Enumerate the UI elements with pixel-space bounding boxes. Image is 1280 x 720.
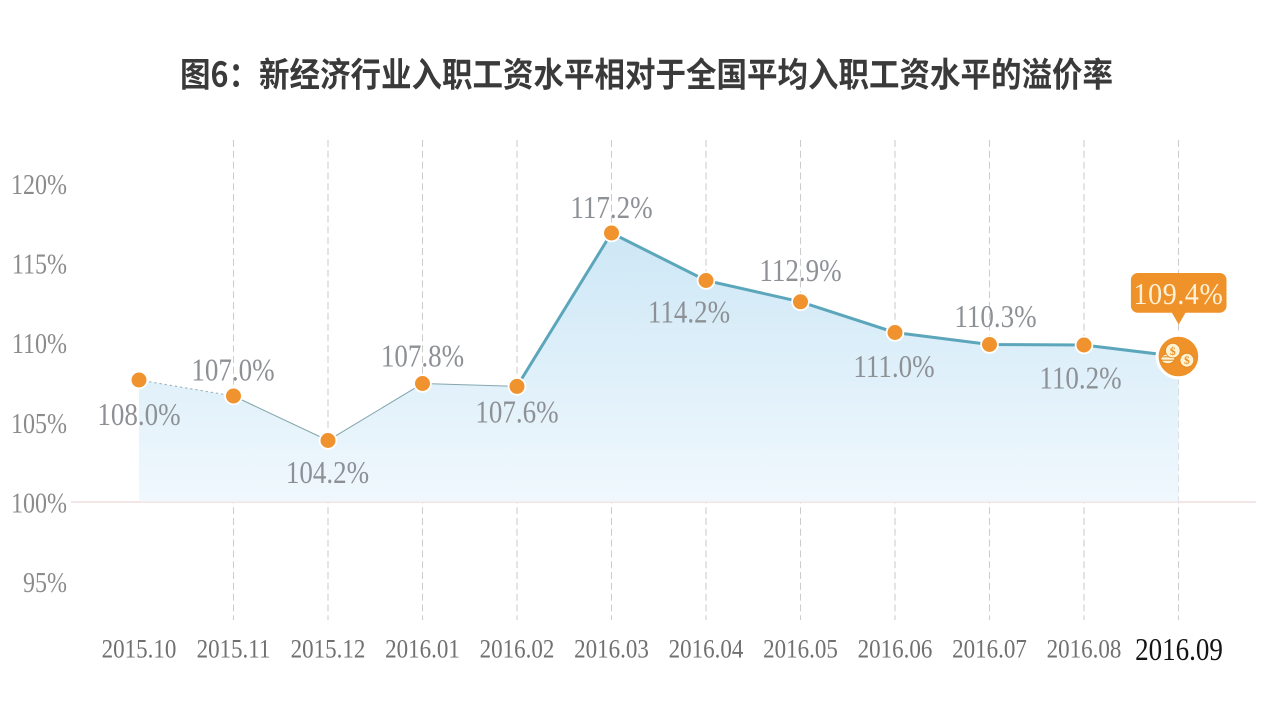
svg-text:2016.02: 2016.02 (480, 635, 555, 664)
svg-text:95%: 95% (23, 567, 67, 598)
svg-text:2016.01: 2016.01 (385, 635, 460, 664)
svg-text:$: $ (1170, 344, 1176, 358)
svg-text:2016.07: 2016.07 (952, 635, 1027, 664)
svg-text:114.2%: 114.2% (648, 296, 730, 331)
svg-text:104.2%: 104.2% (286, 456, 369, 491)
svg-text:2015.12: 2015.12 (291, 635, 366, 664)
svg-text:112.9%: 112.9% (759, 254, 841, 289)
svg-text:107.6%: 107.6% (475, 396, 558, 431)
svg-text:111.0%: 111.0% (853, 350, 934, 385)
svg-text:2016.04: 2016.04 (669, 635, 744, 664)
svg-text:110%: 110% (12, 328, 67, 359)
svg-text:108.0%: 108.0% (97, 398, 180, 433)
svg-text:109.4%: 109.4% (1134, 278, 1224, 311)
svg-text:2016.03: 2016.03 (574, 635, 649, 664)
svg-text:120%: 120% (11, 169, 67, 200)
svg-text:2015.10: 2015.10 (102, 635, 177, 664)
svg-text:2016.06: 2016.06 (858, 635, 933, 664)
svg-text:2015.11: 2015.11 (197, 635, 271, 664)
svg-text:107.0%: 107.0% (191, 354, 274, 389)
svg-text:2016.08: 2016.08 (1047, 635, 1122, 664)
svg-text:110.3%: 110.3% (954, 300, 1036, 335)
svg-text:2016.09: 2016.09 (1135, 633, 1223, 668)
svg-text:$: $ (1184, 354, 1190, 367)
svg-text:110.2%: 110.2% (1039, 362, 1121, 397)
svg-text:105%: 105% (11, 408, 67, 439)
svg-text:117.2%: 117.2% (570, 191, 652, 226)
svg-text:115%: 115% (12, 249, 67, 280)
svg-text:100%: 100% (11, 488, 67, 519)
svg-text:107.8%: 107.8% (381, 340, 464, 375)
svg-text:2016.05: 2016.05 (763, 635, 838, 664)
